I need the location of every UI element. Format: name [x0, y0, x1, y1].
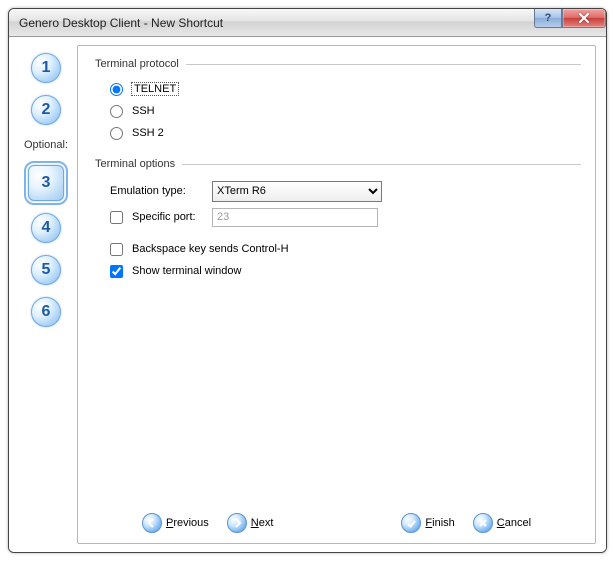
- cancel-label: Cancel: [497, 517, 531, 529]
- step-label: 4: [42, 219, 51, 237]
- step-5[interactable]: 5: [31, 255, 61, 285]
- options-group-label: Terminal options: [92, 158, 178, 170]
- close-icon: [578, 13, 590, 23]
- titlebar: Genero Desktop Client - New Shortcut ?: [9, 9, 606, 37]
- emulation-row: Emulation type: XTerm R6: [110, 178, 577, 204]
- spacer: [287, 511, 387, 535]
- finish-label: Finish: [425, 517, 454, 529]
- next-button[interactable]: Next: [223, 511, 278, 535]
- optional-label: Optional:: [24, 139, 68, 151]
- radio-telnet[interactable]: TELNET: [110, 78, 577, 100]
- arrow-left-icon: [142, 513, 162, 533]
- divider: [182, 164, 581, 165]
- step-label: 2: [42, 101, 51, 119]
- client-area: 1 2 Optional: 3 4 5 6 Terminal protocol …: [9, 37, 606, 552]
- previous-label: Previous: [166, 517, 209, 529]
- step-6[interactable]: 6: [31, 297, 61, 327]
- arrow-right-icon: [227, 513, 247, 533]
- backspace-label: Backspace key sends Control-H: [132, 243, 289, 255]
- step-label: 5: [42, 261, 51, 279]
- emulation-select[interactable]: XTerm R6: [212, 181, 382, 202]
- step-3[interactable]: 3: [28, 165, 64, 201]
- wizard-window: Genero Desktop Client - New Shortcut ? 1…: [8, 8, 607, 553]
- specific-port-label: Specific port:: [132, 211, 196, 223]
- window-title: Genero Desktop Client - New Shortcut: [19, 16, 534, 30]
- step-sidebar: 1 2 Optional: 3 4 5 6: [15, 45, 77, 544]
- check-icon: [401, 513, 421, 533]
- specific-port-checkbox[interactable]: [110, 211, 123, 224]
- previous-button[interactable]: Previous: [138, 511, 213, 535]
- specific-port-check[interactable]: Specific port:: [110, 206, 206, 228]
- spacer: [110, 230, 577, 238]
- options-group: Emulation type: XTerm R6 Specific port: …: [92, 170, 581, 294]
- finish-button[interactable]: Finish: [397, 511, 458, 535]
- radio-ssh[interactable]: SSH: [110, 100, 577, 122]
- step-label: 6: [42, 303, 51, 321]
- cancel-icon: [473, 513, 493, 533]
- help-icon: ?: [545, 12, 552, 24]
- help-button[interactable]: ?: [534, 9, 562, 28]
- wizard-button-bar: Previous Next Finish: [92, 505, 581, 535]
- flex-spacer: [92, 294, 581, 505]
- radio-telnet-input[interactable]: [110, 83, 123, 96]
- step-4[interactable]: 4: [31, 213, 61, 243]
- emulation-label: Emulation type:: [110, 185, 206, 197]
- next-label: Next: [251, 517, 274, 529]
- radio-ssh-label: SSH: [132, 105, 155, 117]
- divider: [186, 64, 581, 65]
- show-terminal-checkbox[interactable]: [110, 265, 123, 278]
- options-group-header: Terminal options: [92, 158, 581, 170]
- radio-ssh-input[interactable]: [110, 105, 123, 118]
- titlebar-buttons: ?: [534, 9, 606, 36]
- backspace-check[interactable]: Backspace key sends Control-H: [110, 238, 577, 260]
- specific-port-field[interactable]: [212, 208, 378, 227]
- radio-telnet-label: TELNET: [132, 83, 178, 95]
- protocol-group: TELNET SSH SSH 2: [92, 70, 581, 156]
- step-label: 3: [31, 168, 61, 198]
- radio-ssh2-label: SSH 2: [132, 127, 164, 139]
- protocol-group-header: Terminal protocol: [92, 58, 581, 70]
- step-label: 1: [42, 59, 51, 77]
- radio-ssh2[interactable]: SSH 2: [110, 122, 577, 144]
- port-row: Specific port:: [110, 204, 577, 230]
- close-button[interactable]: [562, 9, 606, 28]
- show-terminal-check[interactable]: Show terminal window: [110, 260, 577, 282]
- step-1[interactable]: 1: [31, 53, 61, 83]
- wizard-panel: Terminal protocol TELNET SSH SSH 2 Te: [77, 45, 596, 544]
- radio-ssh2-input[interactable]: [110, 127, 123, 140]
- step-2[interactable]: 2: [31, 95, 61, 125]
- backspace-checkbox[interactable]: [110, 243, 123, 256]
- protocol-group-label: Terminal protocol: [92, 58, 182, 70]
- show-terminal-label: Show terminal window: [132, 265, 241, 277]
- cancel-button[interactable]: Cancel: [469, 511, 535, 535]
